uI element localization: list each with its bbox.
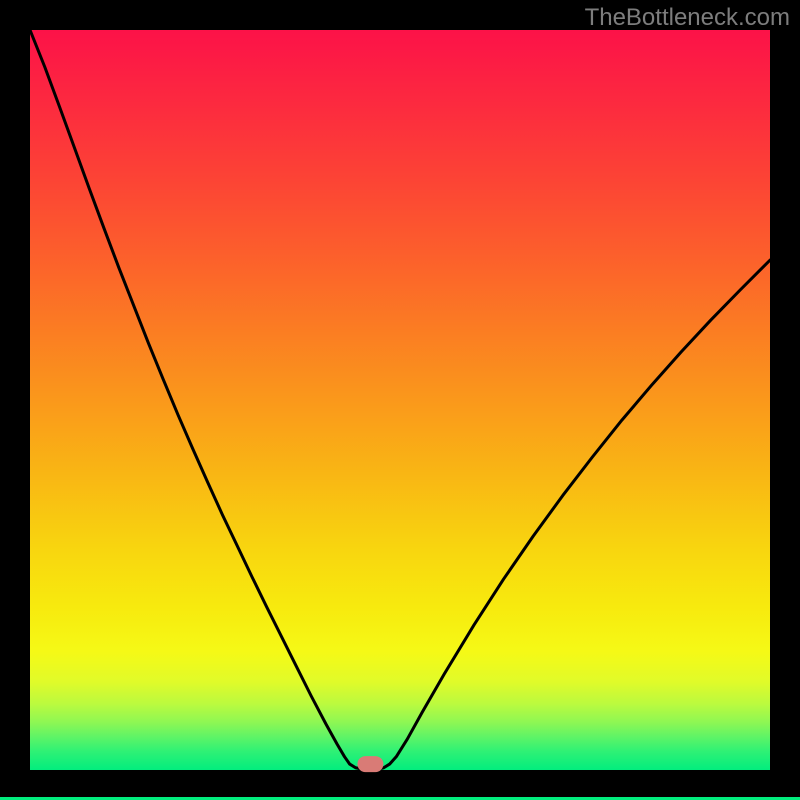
chart-canvas: TheBottleneck.com bbox=[0, 0, 800, 800]
gradient-plot-area bbox=[30, 30, 770, 770]
optimal-point-marker bbox=[357, 756, 383, 772]
bottleneck-chart-svg bbox=[0, 0, 800, 800]
watermark-text: TheBottleneck.com bbox=[585, 4, 790, 32]
